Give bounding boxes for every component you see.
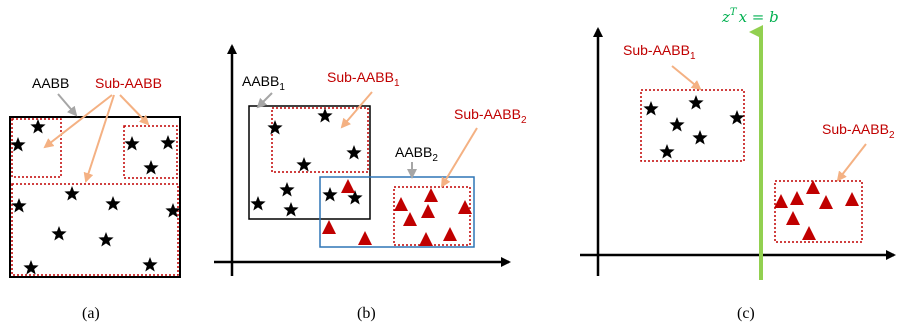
star-marker	[729, 110, 745, 125]
star-marker	[692, 130, 708, 145]
stars-a	[10, 119, 181, 275]
sub-aabb-arrow-2	[83, 94, 115, 183]
star-marker	[279, 182, 295, 197]
aabb-box	[9, 116, 181, 278]
sub-aabb-arrow-3	[119, 94, 150, 126]
star-marker	[688, 95, 704, 110]
caption-a: (a)	[82, 305, 100, 322]
sub-aabb-label: Sub-AABB	[95, 75, 162, 91]
sub-aabb1-arrow	[340, 91, 373, 129]
star-marker	[143, 160, 159, 175]
star-marker	[98, 232, 114, 247]
star-marker	[346, 145, 362, 160]
star-marker	[30, 119, 46, 134]
aabb-arrow	[57, 93, 78, 117]
panel-a: AABB Sub-AABB (a)	[9, 75, 181, 322]
triangle-marker	[806, 180, 820, 194]
triangle-marker	[424, 188, 438, 202]
caption-b: (b)	[357, 305, 376, 322]
triangle-marker	[790, 191, 804, 205]
triangle-marker	[443, 227, 457, 241]
star-marker	[267, 120, 283, 135]
sub-aabb1-label-c: Sub-AABB1	[623, 42, 696, 62]
star-marker	[124, 136, 140, 151]
star-marker	[347, 190, 363, 205]
star-marker	[643, 101, 659, 116]
aabb1-label: AABB1	[242, 73, 285, 93]
star-marker	[51, 226, 67, 241]
star-marker	[105, 196, 121, 211]
triangle-marker	[819, 195, 833, 209]
star-marker	[23, 260, 39, 275]
star-marker	[669, 117, 685, 132]
stars-c	[643, 95, 745, 159]
sub-aabb-arrow-1	[43, 94, 113, 149]
star-marker	[296, 157, 312, 172]
sub-aabb-box-top-left	[11, 118, 62, 178]
sub-aabb2-arrow	[440, 127, 478, 188]
triangle-marker	[802, 226, 816, 240]
triangle-marker	[394, 197, 408, 211]
star-marker	[283, 202, 299, 217]
sub-aabb1-box	[271, 107, 369, 173]
triangles-c	[774, 180, 859, 240]
aabb2-label: AABB2	[395, 144, 438, 164]
sub-aabb1-box-c	[640, 89, 745, 162]
star-marker	[160, 135, 176, 150]
triangle-marker	[341, 179, 355, 193]
triangles-b	[322, 179, 472, 246]
star-marker	[142, 257, 158, 272]
sub-aabb2-arrow-c	[836, 143, 867, 182]
hyperplane-equation: zT x = b	[721, 7, 779, 26]
sub-aabb2-label: Sub-AABB2	[454, 106, 527, 126]
caption-c: (c)	[737, 305, 755, 322]
star-marker	[659, 144, 675, 159]
star-marker	[322, 187, 338, 202]
aabb1-box	[248, 105, 371, 220]
aabb1-arrow	[256, 92, 273, 109]
sub-aabb1-label: Sub-AABB1	[327, 69, 400, 89]
panel-b: AABB1 Sub-AABB1 AABB2 Sub-AABB2 (b)	[214, 44, 527, 322]
sub-aabb2-box-c	[774, 180, 863, 243]
triangle-marker	[845, 192, 859, 206]
star-marker	[317, 108, 333, 123]
sub-aabb1-arrow-c	[671, 65, 702, 91]
sub-aabb-box-bottom	[11, 183, 179, 276]
triangle-marker	[774, 194, 788, 208]
star-marker	[250, 196, 266, 211]
star-marker	[11, 198, 27, 213]
triangle-marker	[786, 211, 800, 225]
stars-b	[250, 108, 363, 217]
panel-c: zT x = b Sub-AABB1 Sub-AABB2 (c)	[580, 7, 896, 322]
triangle-marker	[458, 200, 472, 214]
triangle-marker	[403, 212, 417, 226]
triangle-marker	[358, 231, 372, 245]
star-marker	[165, 203, 181, 218]
triangle-marker	[421, 204, 435, 218]
sub-aabb2-label-c: Sub-AABB2	[822, 121, 895, 141]
triangle-marker	[322, 220, 336, 234]
triangle-marker	[419, 232, 433, 246]
star-marker	[64, 186, 80, 201]
star-marker	[10, 137, 26, 152]
aabb2-box	[319, 176, 475, 248]
sub-aabb-box-top-right	[123, 125, 178, 179]
aabb-label: AABB	[32, 75, 69, 91]
